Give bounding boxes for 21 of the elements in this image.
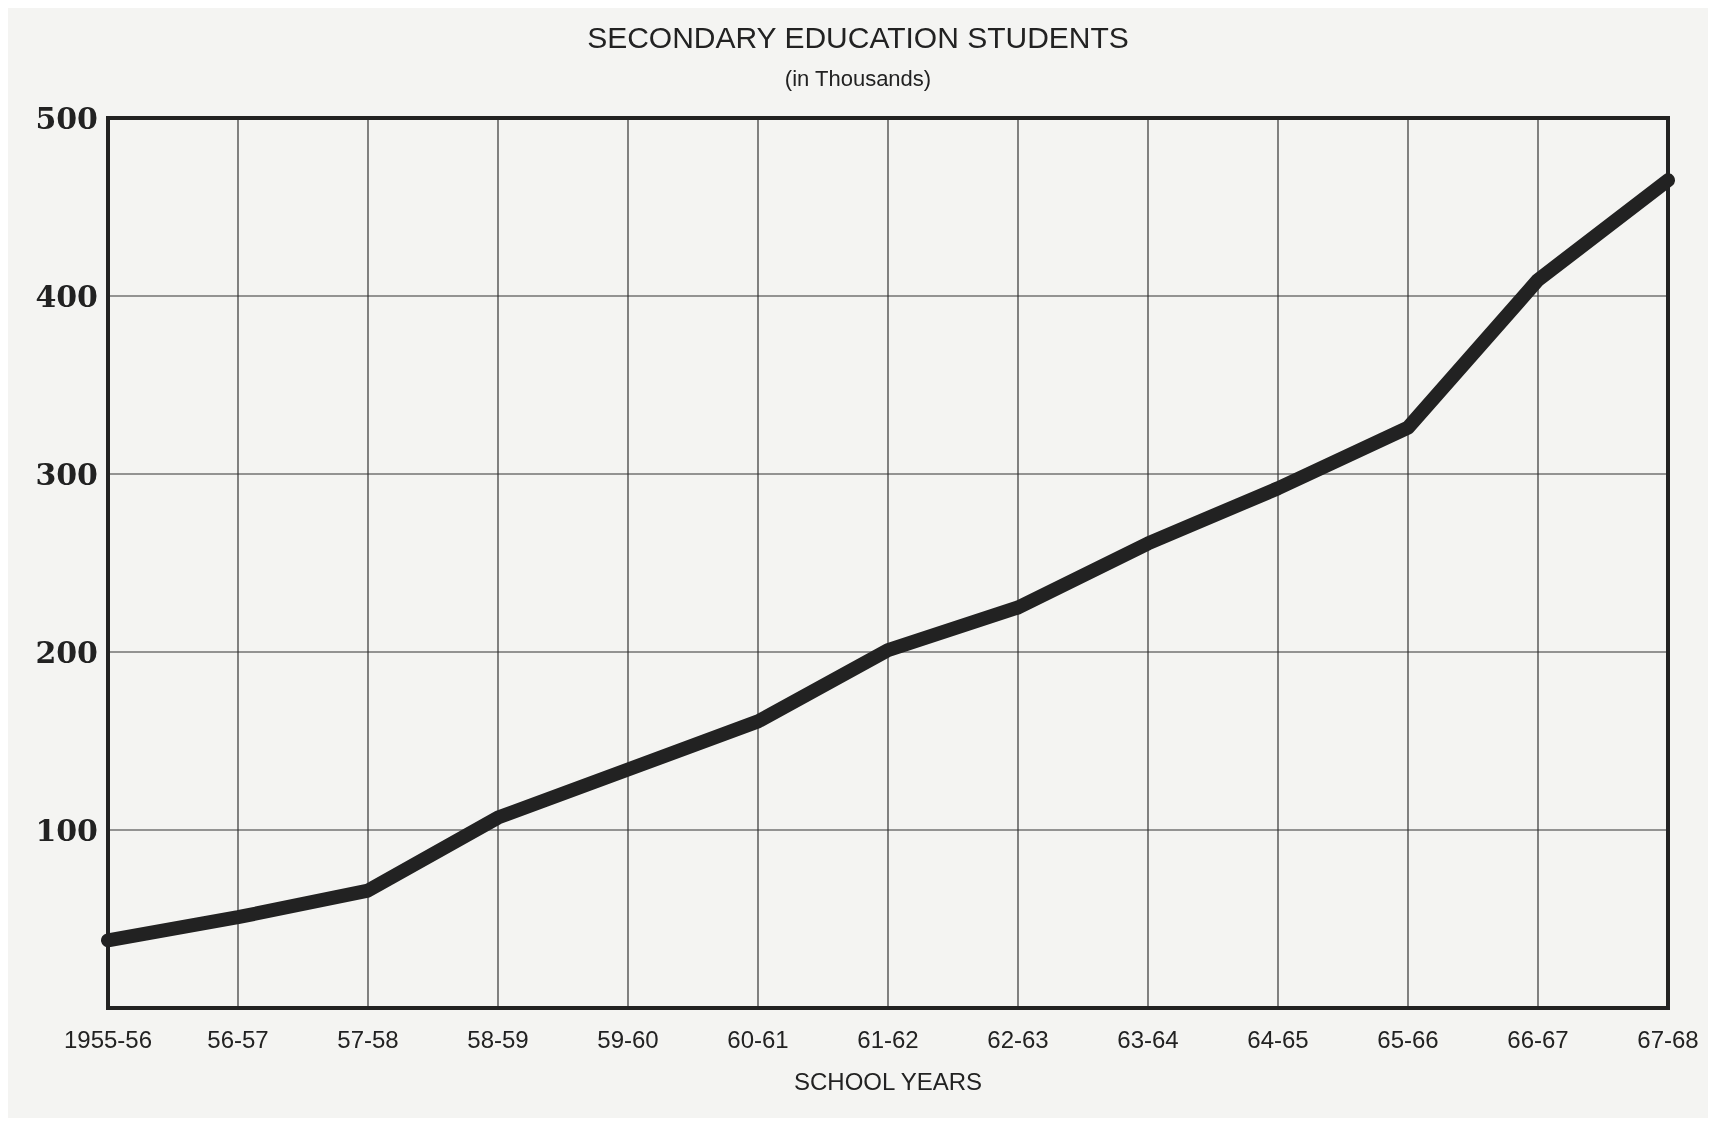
y-tick-label: 100	[35, 812, 98, 848]
x-tick-label: 63-64	[1117, 1026, 1179, 1053]
x-axis-title: SCHOOL YEARS	[793, 1068, 983, 1095]
x-tick-label: 64-65	[1247, 1026, 1309, 1053]
x-tick-label: 60-61	[727, 1026, 789, 1053]
x-tick-label: 59-60	[597, 1026, 659, 1053]
chart-subtitle: (in Thousands)	[784, 66, 932, 91]
y-tick-label: 200	[35, 634, 98, 670]
x-tick-label: 66-67	[1507, 1026, 1569, 1053]
y-tick-label: 400	[35, 278, 98, 314]
chart-title: SECONDARY EDUCATION STUDENTS	[587, 21, 1129, 54]
x-tick-label: 56-57	[207, 1026, 269, 1053]
y-tick-label: 300	[35, 456, 98, 492]
y-tick-label: 500	[35, 100, 98, 136]
x-tick-label: 1955-56	[63, 1026, 153, 1053]
x-tick-label: 57-58	[337, 1026, 399, 1053]
x-tick-label: 61-62	[857, 1026, 919, 1053]
x-tick-label: 65-66	[1377, 1026, 1439, 1053]
x-tick-label: 67-68	[1637, 1026, 1699, 1053]
x-tick-label: 62-63	[987, 1026, 1049, 1053]
x-tick-label: 58-59	[467, 1026, 529, 1053]
